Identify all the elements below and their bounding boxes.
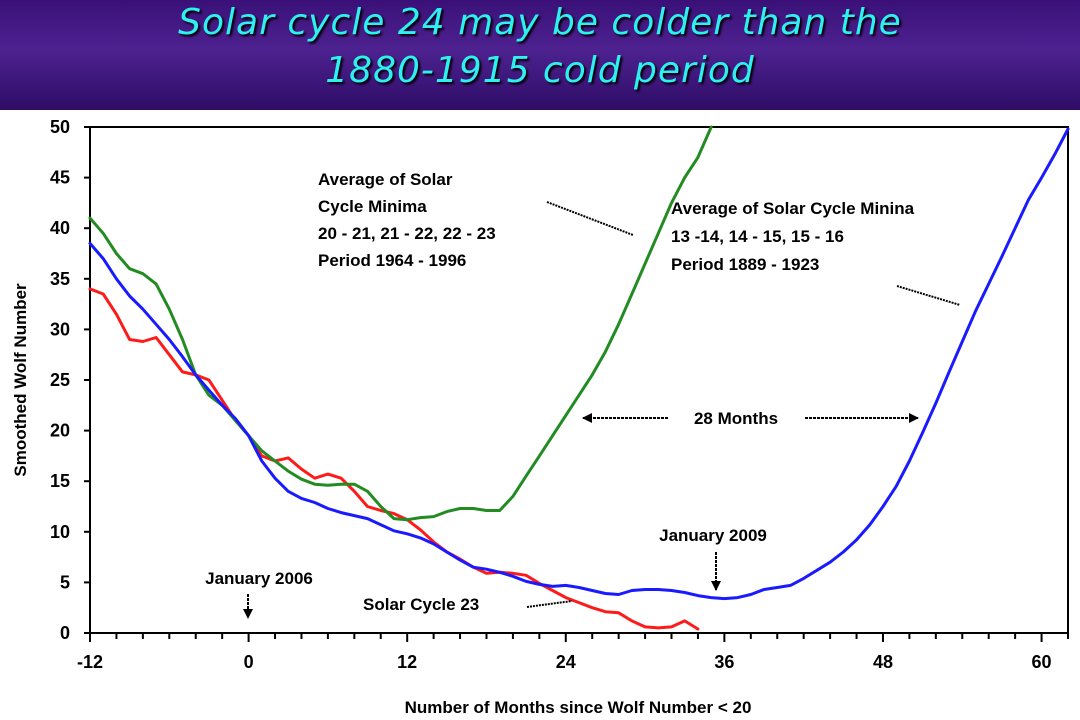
blue-series-label-line-1: Average of Solar Cycle Minina xyxy=(671,199,915,218)
cycle-23-leader xyxy=(526,600,573,608)
annotations: Average of Solar Cycle Minima 20 - 21, 2… xyxy=(205,170,961,619)
cycle-23-label: Solar Cycle 23 xyxy=(363,595,479,614)
y-tick-label: 35 xyxy=(50,269,70,289)
series-layer xyxy=(88,125,1070,631)
y-axis-title: Smoothed Wolf Number xyxy=(11,283,30,477)
y-tick-label: 10 xyxy=(50,522,70,542)
x-tick-label: 0 xyxy=(244,652,254,672)
series-line-1889-1923 xyxy=(88,127,1070,601)
y-tick-label: 0 xyxy=(60,623,70,643)
page-title-line-1: Solar cycle 24 may be colder than the xyxy=(178,2,902,43)
x-tick-label: 60 xyxy=(1032,652,1052,672)
x-tick-label: 36 xyxy=(714,652,734,672)
series-line-1964-1996 xyxy=(88,125,713,522)
x-tick-label: 24 xyxy=(556,652,576,672)
blue-label-leader xyxy=(896,285,961,306)
months-label: 28 Months xyxy=(694,409,778,428)
green-series-label-line-1: Average of Solar xyxy=(318,170,453,189)
axes: 0 5 10 15 20 25 30 35 40 45 50 -12 0 12 24 36 48 60 Number… xyxy=(11,117,1069,717)
y-tick-label: 20 xyxy=(50,421,70,441)
green-series-label-line-4: Period 1964 - 1996 xyxy=(318,251,466,270)
series-line-cycle-23 xyxy=(88,287,700,631)
blue-series-label-line-2: 13 -14, 14 - 15, 15 - 16 xyxy=(671,227,844,246)
blue-series-label-line-3: Period 1889 - 1923 xyxy=(671,255,819,274)
green-series-label-line-3: 20 - 21, 21 - 22, 22 - 23 xyxy=(318,224,496,243)
plot-frame xyxy=(89,126,1069,634)
jan-2006-label: January 2006 xyxy=(205,569,313,588)
x-axis-title: Number of Months since Wolf Number < 20 xyxy=(405,698,752,717)
y-tick-label: 50 xyxy=(50,117,70,137)
y-tick-label: 15 xyxy=(50,471,70,491)
y-tick-label: 25 xyxy=(50,370,70,390)
x-tick-label: 12 xyxy=(397,652,417,672)
green-series-label-line-2: Cycle Minima xyxy=(318,197,427,216)
green-label-leader xyxy=(546,201,634,236)
x-tick-label: -12 xyxy=(77,652,103,672)
y-tick-label: 5 xyxy=(60,572,70,592)
y-tick-label: 30 xyxy=(50,319,70,339)
page-title-line-2: 1880-1915 cold period xyxy=(325,50,755,91)
x-tick-label: 48 xyxy=(873,652,893,672)
title-bar: Solar cycle 24 may be colder than the 18… xyxy=(0,0,1080,110)
y-tick-label: 40 xyxy=(50,218,70,238)
y-tick-label: 45 xyxy=(50,168,70,188)
jan-2009-label: January 2009 xyxy=(659,526,767,545)
